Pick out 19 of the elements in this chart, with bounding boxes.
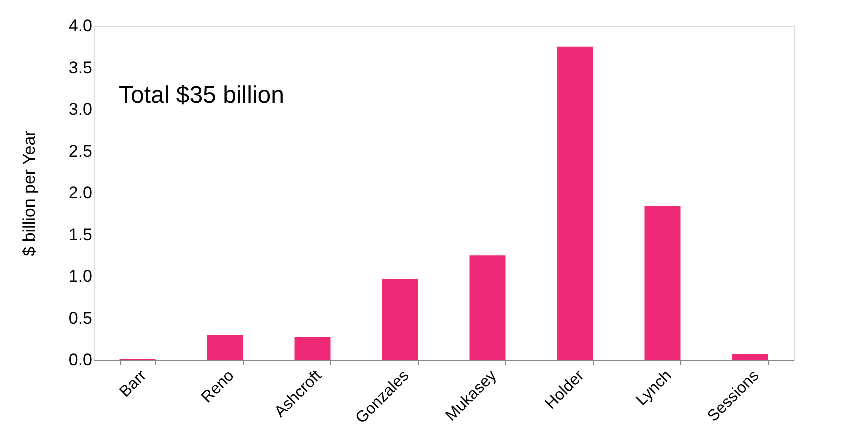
x-tick-label: Barr	[116, 367, 151, 401]
y-tick-label: 0.0	[68, 350, 92, 370]
bar	[207, 334, 244, 360]
bar	[382, 279, 418, 360]
bar	[732, 354, 768, 360]
y-tick-label: 3.5	[68, 58, 92, 78]
y-tick-label: 1.0	[68, 267, 92, 286]
y-tick-label: 1.5	[68, 225, 92, 244]
y-tick-label: 3.0	[68, 100, 92, 119]
bar	[644, 206, 681, 360]
y-tick-label: 2.0	[68, 184, 92, 202]
y-tick-label: 0.5	[68, 308, 92, 328]
bar	[557, 46, 594, 360]
y-tick-label: 4.0	[68, 16, 92, 36]
bar	[470, 256, 506, 360]
annotation: Total $35 billion	[119, 82, 284, 109]
y-axis-title: $ billion per Year	[20, 130, 39, 256]
bar	[294, 337, 331, 360]
y-tick-label: 2.5	[68, 142, 92, 161]
